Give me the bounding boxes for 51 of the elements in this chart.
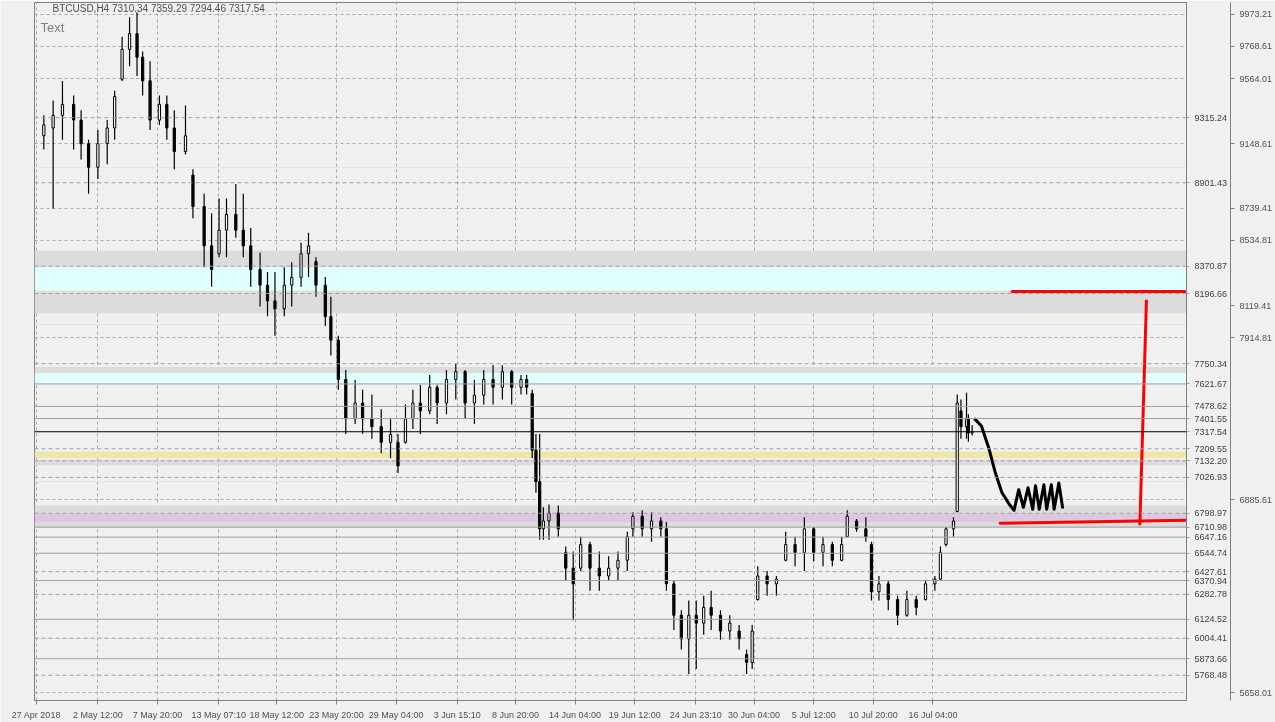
- x-tick-label: 14 Jun 04:00: [549, 709, 602, 720]
- ref-line-label: 6370.94: [1194, 575, 1228, 586]
- ref-line-label: 6004.41: [1194, 633, 1228, 644]
- x-tick-label: 23 May 20:00: [309, 709, 364, 720]
- ref-line-label: 6427.61: [1194, 566, 1228, 577]
- y-tick-label: 9564.01: [1239, 73, 1273, 84]
- ref-line-label: 7401.55: [1194, 413, 1228, 424]
- ref-line-label: 9315.24: [1194, 112, 1228, 123]
- ref-line-label: 5873.66: [1194, 653, 1228, 664]
- ref-line-label: 7750.34: [1194, 358, 1228, 369]
- x-tick-label: 24 Jun 23:10: [669, 709, 722, 720]
- y-tick-label: 9973.21: [1239, 9, 1273, 20]
- x-tick-label: 13 May 07:10: [191, 709, 246, 720]
- ref-line-label: 6798.97: [1194, 508, 1228, 519]
- x-tick-label: 27 Apr 2018: [11, 709, 61, 720]
- ref-line-label: 6544.74: [1194, 548, 1228, 559]
- x-tick-label: 19 Jun 12:00: [608, 709, 661, 720]
- x-tick-label: 30 Jun 04:00: [728, 709, 781, 720]
- ref-line-label: 7026.93: [1194, 472, 1228, 483]
- x-tick-label: 16 Jul 04:00: [908, 709, 958, 720]
- ref-line-label: 6647.16: [1194, 532, 1228, 543]
- y-tick-label: 8119.41: [1239, 300, 1272, 311]
- y-tick-label: 6885.61: [1239, 494, 1273, 505]
- ref-line-label: 8901.43: [1194, 177, 1228, 188]
- x-tick-label: 8 Jun 20:00: [491, 709, 539, 720]
- ref-line-label: 6124.52: [1194, 614, 1228, 625]
- ref-line-label: 7621.67: [1194, 378, 1228, 389]
- y-tick-label: 8739.41: [1239, 203, 1273, 214]
- y-tick-label: 8534.81: [1239, 235, 1273, 246]
- ref-line-label: 7209.55: [1194, 443, 1228, 454]
- y-tick-label: 7914.81: [1239, 332, 1273, 343]
- chart-title: BTCUSD,H4 7310.34 7359.29 7294.46 7317.54: [52, 2, 266, 14]
- ref-line-label: 6710.98: [1194, 522, 1228, 533]
- x-tick-label: 5 Jul 12:00: [791, 709, 836, 720]
- x-tick-label: 29 May 04:00: [368, 709, 424, 720]
- x-tick-label: 10 Jul 20:00: [848, 709, 898, 720]
- y-tick-label: 9148.61: [1239, 138, 1273, 149]
- ref-line-label: 8370.87: [1194, 261, 1228, 272]
- x-tick-label: 2 May 12:00: [73, 709, 123, 720]
- ref-line-label: 7478.62: [1194, 401, 1228, 412]
- ref-line-label: 6282.78: [1194, 589, 1228, 600]
- ref-line-label: 8196.66: [1194, 288, 1228, 299]
- y-tick-label: 9768.61: [1239, 41, 1273, 52]
- y-tick-label: 5658.01: [1239, 687, 1273, 698]
- x-tick-label: 3 Jun 15:10: [433, 709, 481, 720]
- ref-line-label: 5768.48: [1194, 670, 1228, 681]
- ref-line-label: 7317.54: [1194, 426, 1228, 437]
- annotation: Text: [40, 19, 65, 35]
- x-tick-label: 18 May 12:00: [249, 709, 305, 720]
- ref-line-label: 7132.20: [1194, 455, 1228, 466]
- x-tick-label: 7 May 20:00: [132, 709, 183, 720]
